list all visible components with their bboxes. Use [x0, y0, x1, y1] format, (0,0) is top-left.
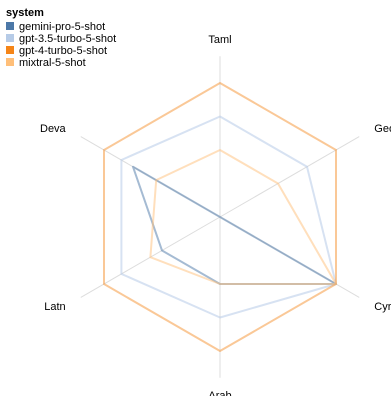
- legend-label-mixtral-5-shot: mixtral-5-shot: [19, 57, 86, 69]
- axis-label-cyrl: Cyrl: [374, 301, 391, 313]
- legend-label-gpt-4-turbo-5-shot: gpt-4-turbo-5-shot: [19, 45, 107, 57]
- legend-swatch-mixtral-5-shot: [6, 58, 14, 66]
- series-gemini-pro-5-shot: [132, 165, 337, 285]
- series-gpt-3.5-turbo-5-shot: [120, 115, 337, 319]
- axis-labels: Taml Geor Cyrl Arab Latn Deva: [40, 34, 391, 396]
- axis-label-deva: Deva: [40, 123, 67, 135]
- legend: system gemini-pro-5-shotgpt-3.5-turbo-5-…: [6, 7, 116, 69]
- legend-label-gemini-pro-5-shot: gemini-pro-5-shot: [19, 21, 105, 33]
- legend-swatch-gpt-3.5-turbo-5-shot: [6, 34, 14, 42]
- series-mixtral-5-shot: [149, 149, 337, 285]
- series-layer: [103, 82, 337, 352]
- spoke-geor: [219, 136, 360, 218]
- legend-swatch-gpt-4-turbo-5-shot: [6, 46, 14, 54]
- axis-label-arab: Arab: [208, 390, 231, 396]
- legend-swatch-gemini-pro-5-shot: [6, 22, 14, 30]
- legend-title: system: [6, 7, 44, 19]
- axis-label-taml: Taml: [208, 34, 231, 46]
- legend-label-gpt-3.5-turbo-5-shot: gpt-3.5-turbo-5-shot: [19, 33, 116, 45]
- axis-label-geor: Geor: [374, 123, 391, 135]
- axis-label-latn: Latn: [44, 301, 65, 313]
- series-gpt-4-turbo-5-shot: [103, 82, 337, 352]
